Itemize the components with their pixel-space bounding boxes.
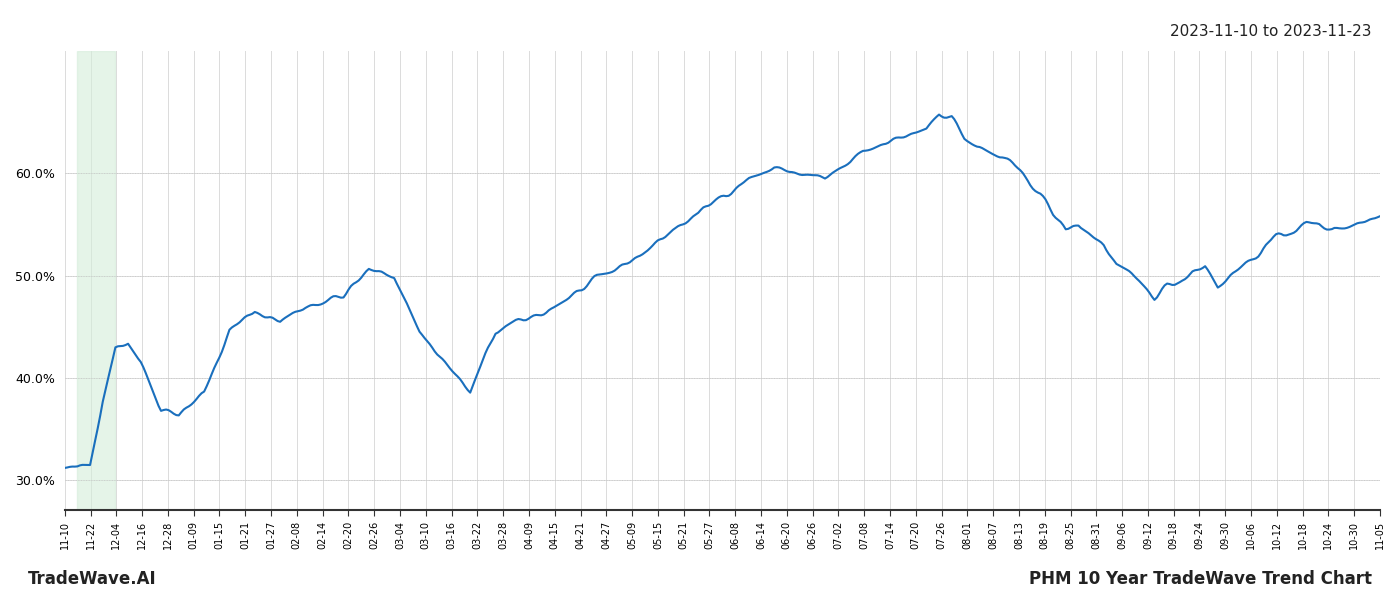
Text: TradeWave.AI: TradeWave.AI <box>28 570 157 588</box>
Bar <box>77 51 115 510</box>
Text: 2023-11-10 to 2023-11-23: 2023-11-10 to 2023-11-23 <box>1170 24 1372 39</box>
Text: PHM 10 Year TradeWave Trend Chart: PHM 10 Year TradeWave Trend Chart <box>1029 570 1372 588</box>
